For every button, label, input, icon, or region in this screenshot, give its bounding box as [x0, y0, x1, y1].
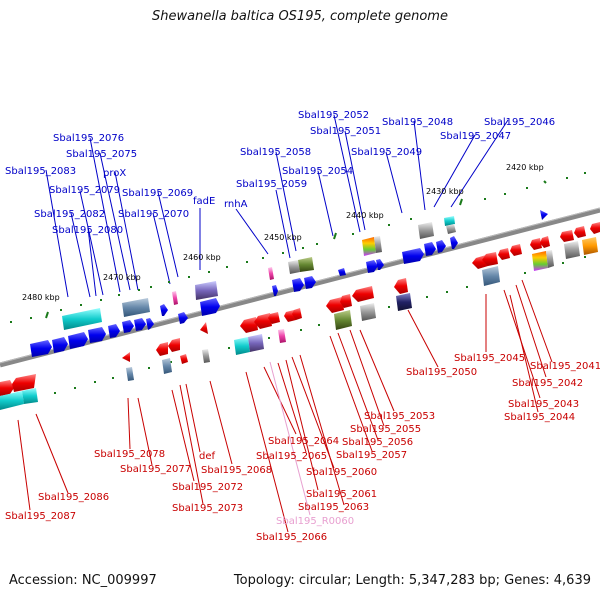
scale-label: 2470 kbp [103, 273, 141, 282]
top-gene-label[interactable]: proX [103, 168, 126, 179]
scale-labels: 2480 kbp 2470 kbp 2460 kbp 2450 kbp 2440… [22, 163, 544, 302]
map-title: Shewanella baltica OS195, complete genom… [152, 9, 448, 24]
top-gene-label[interactable]: Sbal195_2079 [49, 185, 120, 196]
top-gene-label[interactable]: Sbal195_2058 [240, 147, 311, 158]
bottom-gene-label[interactable]: Sbal195_2087 [5, 511, 76, 522]
rna-gene-label[interactable]: Sbal195_R0060 [276, 516, 354, 527]
scale-label: 2450 kbp [264, 233, 302, 242]
bottom-gene-label[interactable]: Sbal195_2044 [504, 412, 575, 423]
bottom-gene-label[interactable]: Sbal195_2041 [530, 361, 600, 372]
bottom-gene-label[interactable]: Sbal195_2043 [508, 399, 579, 410]
scale-label: 2430 kbp [426, 187, 464, 196]
top-gene-label[interactable]: Sbal195_2048 [382, 117, 453, 128]
top-gene-label[interactable]: Sbal195_2049 [351, 147, 422, 158]
bottom-gene-label[interactable]: Sbal195_2066 [256, 532, 327, 543]
bottom-gene-label[interactable]: Sbal195_2042 [512, 378, 583, 389]
top-gene-label[interactable]: Sbal195_2069 [122, 188, 193, 199]
bottom-gene-label[interactable]: Sbal195_2068 [201, 465, 272, 476]
top-gene-label[interactable]: Sbal195_2082 [34, 209, 105, 220]
bottom-gene-label[interactable]: Sbal195_2057 [336, 450, 407, 461]
top-gene-label[interactable]: Sbal195_2047 [440, 131, 511, 142]
rna-leader-line [269, 361, 311, 516]
bottom-gene-label[interactable]: Sbal195_2065 [256, 451, 327, 462]
bottom-gene-label[interactable]: Sbal195_2053 [364, 411, 435, 422]
top-gene-label[interactable]: fadE [193, 196, 215, 207]
top-gene-label[interactable]: rnhA [224, 199, 248, 210]
forward-strand-genes [30, 210, 548, 357]
top-gene-label[interactable]: Sbal195_2052 [298, 110, 369, 121]
bottom-gene-label[interactable]: Sbal195_2056 [342, 437, 413, 448]
scale-label: 2420 kbp [506, 163, 544, 172]
forward-colored-boxes [62, 216, 456, 330]
bottom-gene-label[interactable]: Sbal195_2060 [306, 467, 377, 478]
top-gene-label[interactable]: Sbal195_2051 [310, 126, 381, 137]
top-leader-lines [45, 114, 509, 298]
top-gene-label[interactable]: Sbal195_2076 [53, 133, 124, 144]
bottom-gene-label[interactable]: Sbal195_2055 [350, 424, 421, 435]
bottom-gene-label[interactable]: Sbal195_2086 [38, 492, 109, 503]
bottom-gene-label[interactable]: def [199, 451, 216, 462]
reverse-strand-genes [0, 222, 600, 396]
top-gene-label[interactable]: Sbal195_2059 [236, 179, 307, 190]
bottom-gene-label[interactable]: Sbal195_2073 [172, 503, 243, 514]
scale-label: 2460 kbp [183, 253, 221, 262]
scale-label: 2440 kbp [346, 211, 384, 220]
top-gene-label[interactable]: Sbal195_2075 [66, 149, 137, 160]
top-gene-labels: Sbal195_2083 Sbal195_2082 Sbal195_2080 S… [5, 110, 555, 236]
bottom-gene-label[interactable]: Sbal195_2045 [454, 353, 525, 364]
top-gene-label[interactable]: Sbal195_2083 [5, 166, 76, 177]
top-gene-label[interactable]: Sbal195_2080 [52, 225, 123, 236]
bottom-gene-label[interactable]: Sbal195_2050 [406, 367, 477, 378]
accession-text: Accession: NC_009997 [9, 573, 157, 588]
scale-track-top [10, 172, 586, 323]
bottom-gene-label[interactable]: Sbal195_2061 [306, 489, 377, 500]
scale-track-bottom [4, 256, 586, 406]
bottom-gene-labels: Sbal195_2087 Sbal195_2086 Sbal195_2078 S… [5, 353, 600, 543]
bottom-gene-label[interactable]: Sbal195_2072 [172, 482, 243, 493]
reverse-colored-boxes [0, 237, 598, 410]
bottom-gene-label[interactable]: Sbal195_2078 [94, 449, 165, 460]
top-gene-label[interactable]: Sbal195_2070 [118, 209, 189, 220]
top-gene-label[interactable]: Sbal195_2054 [282, 166, 353, 177]
genome-summary-text: Topology: circular; Length: 5,347,283 bp… [233, 573, 591, 588]
bottom-gene-label[interactable]: Sbal195_2063 [298, 502, 369, 513]
scale-label: 2480 kbp [22, 293, 60, 302]
bottom-gene-label[interactable]: Sbal195_2064 [268, 436, 339, 447]
bottom-gene-label[interactable]: Sbal195_2077 [120, 464, 191, 475]
bottom-leader-lines [17, 279, 553, 533]
top-gene-label[interactable]: Sbal195_2046 [484, 117, 555, 128]
